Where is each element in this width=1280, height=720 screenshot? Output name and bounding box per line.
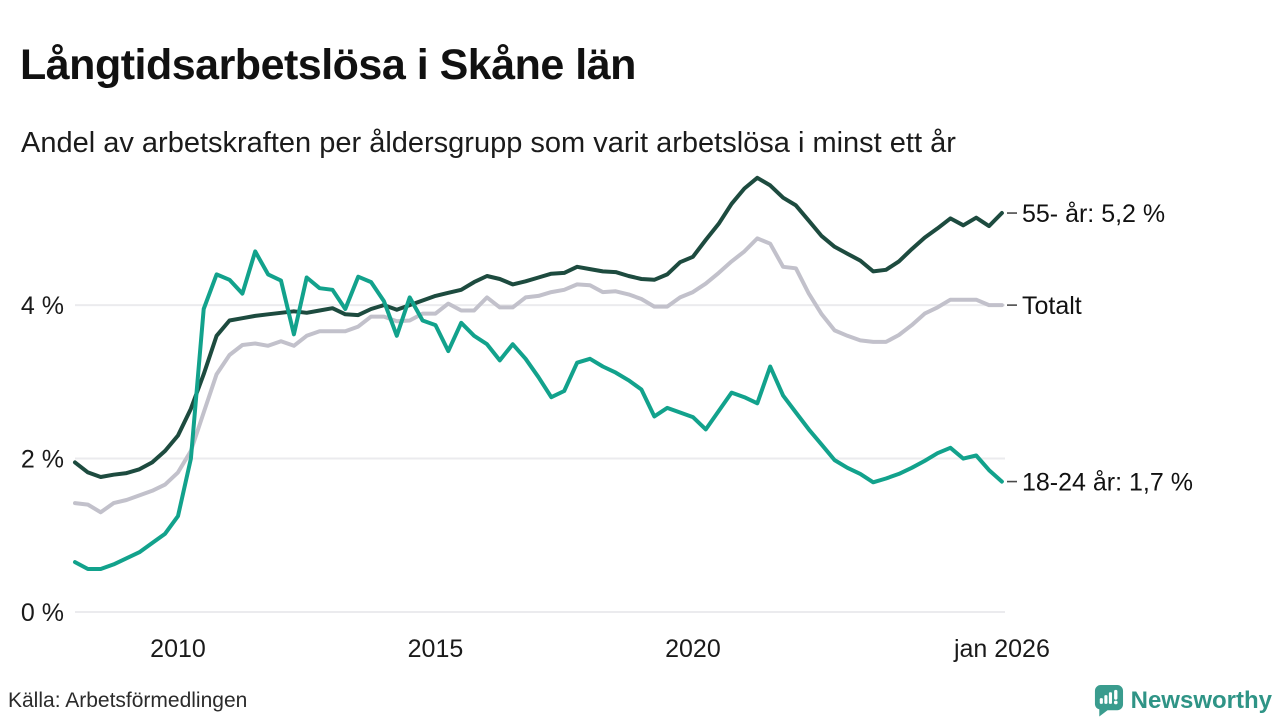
x-tick-label-2015: 2015	[408, 635, 464, 663]
annotation-label-18-24-ar: 18-24 år: 1,7 %	[1022, 468, 1193, 496]
series-line-totalt	[73, 236, 1004, 515]
series-line-55-ar	[73, 175, 1004, 479]
source-note: Källa: Arbetsförmedlingen	[8, 689, 248, 712]
x-tick-label-2020: 2020	[665, 635, 721, 663]
newsworthy-icon	[1093, 684, 1124, 717]
x-tick-label-2010: 2010	[150, 635, 206, 663]
x-tick-label-jan-2026: jan 2026	[953, 635, 1050, 663]
annotation-label-55-ar: 55- år: 5,2 %	[1022, 200, 1165, 228]
y-tick-label-2: 2 %	[21, 445, 64, 473]
newsworthy-logo-link[interactable]: Newsworthy	[1093, 684, 1272, 717]
y-tick-label-0: 0 %	[21, 599, 64, 627]
annotation-label-totalt: Totalt	[1022, 292, 1082, 320]
y-tick-label-4: 4 %	[21, 292, 64, 320]
page-title: Långtidsarbetslösa i Skåne län	[20, 40, 636, 89]
series-line-18-24-ar	[73, 249, 1004, 571]
page-subtitle: Andel av arbetskraften per åldersgrupp s…	[21, 127, 956, 159]
newsworthy-wordmark: Newsworthy	[1130, 686, 1272, 714]
